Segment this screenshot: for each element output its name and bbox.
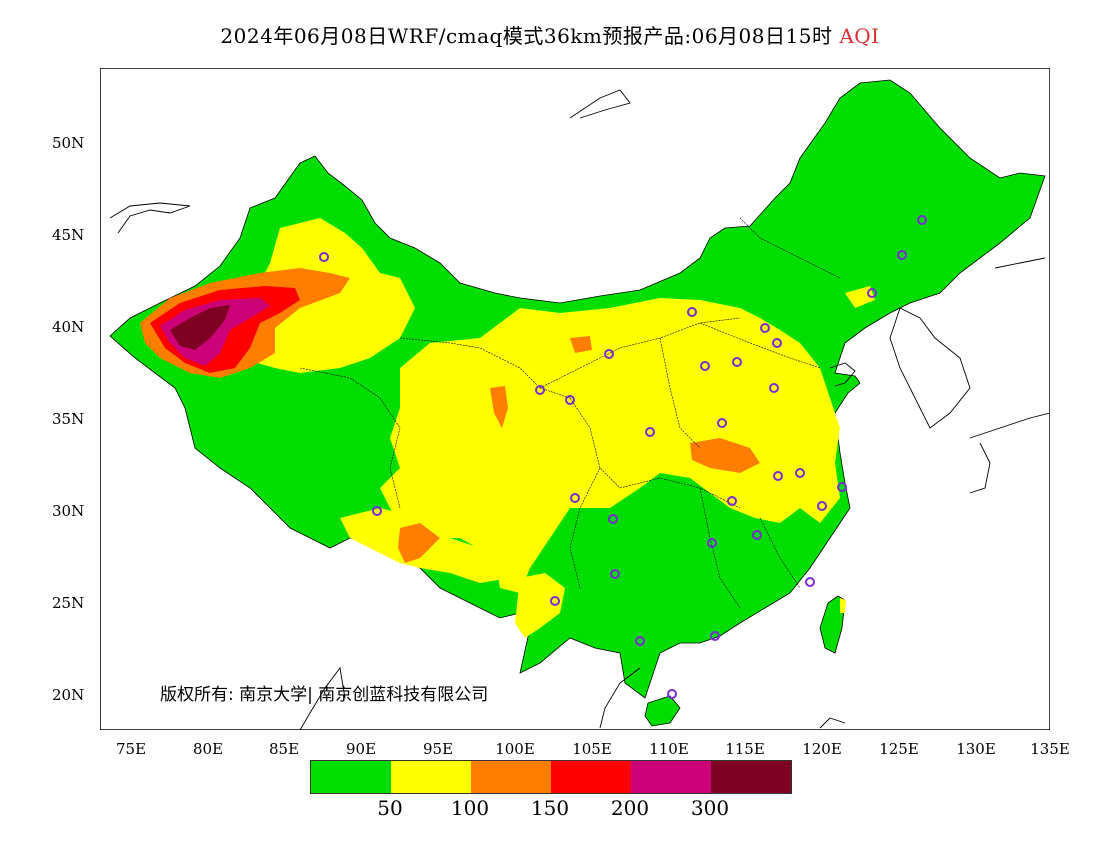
- station-marker: [837, 482, 847, 492]
- lon-label-110e: 110E: [649, 740, 689, 758]
- station-marker: [897, 250, 907, 260]
- usg-zone-shaanxi: [490, 386, 508, 428]
- station-marker: [535, 385, 545, 395]
- station-marker: [772, 338, 782, 348]
- station-marker: [727, 496, 737, 506]
- station-marker: [667, 689, 677, 699]
- lat-label-25n: 25N: [52, 594, 85, 612]
- station-marker: [795, 468, 805, 478]
- colorbar-segment-unhealthy: [551, 761, 631, 793]
- title-main: 2024年06月08日WRF/cmaq模式36km预报产品:06月08日15时: [220, 24, 833, 48]
- lon-label-130e: 130E: [956, 740, 996, 758]
- station-marker: [608, 514, 618, 524]
- station-marker: [817, 501, 827, 511]
- colorbar-label-200: 200: [610, 796, 650, 820]
- station-marker: [769, 383, 779, 393]
- colorbar-segment-hazardous: [711, 761, 791, 793]
- station-marker: [604, 349, 614, 359]
- copyright-notice: 版权所有: 南京大学| 南京创蓝科技有限公司: [160, 685, 489, 705]
- lon-label-90e: 90E: [345, 740, 377, 758]
- lat-label-50n: 50N: [52, 134, 85, 152]
- lon-label-135e: 135E: [1030, 740, 1070, 758]
- station-marker: [917, 215, 927, 225]
- station-marker: [805, 577, 815, 587]
- lon-label-85e: 85E: [268, 740, 300, 758]
- station-marker: [610, 569, 620, 579]
- lat-label-30n: 30N: [52, 502, 85, 520]
- colorbar-segment-moderate: [391, 761, 471, 793]
- lon-label-105e: 105E: [572, 740, 612, 758]
- title-variable: AQI: [839, 24, 880, 48]
- lat-label-35n: 35N: [52, 410, 85, 428]
- lon-label-75e: 75E: [115, 740, 147, 758]
- station-marker: [635, 636, 645, 646]
- moderate-zone-central: [380, 298, 840, 593]
- station-marker: [372, 506, 382, 516]
- station-marker: [570, 493, 580, 503]
- lon-label-80e: 80E: [192, 740, 224, 758]
- station-marker: [717, 418, 727, 428]
- neighbor-coastlines: [109, 89, 1050, 730]
- lon-label-95e: 95E: [422, 740, 454, 758]
- province-borders: [299, 217, 841, 609]
- lon-label-125e: 125E: [879, 740, 919, 758]
- station-marker: [687, 307, 697, 317]
- lon-label-100e: 100E: [495, 740, 535, 758]
- usg-zone-hubei: [570, 336, 592, 353]
- station-marker: [700, 361, 710, 371]
- colorbar-label-50: 50: [377, 796, 403, 820]
- station-marker: [645, 427, 655, 437]
- hainan-island: [644, 695, 681, 727]
- lat-label-20n: 20N: [52, 686, 85, 704]
- station-marker: [732, 357, 742, 367]
- station-markers: [319, 215, 927, 699]
- moderate-zone-yunnan: [515, 573, 565, 638]
- colorbar-segment-very-unhealthy: [631, 761, 711, 793]
- station-marker: [760, 323, 770, 333]
- lon-label-120e: 120E: [802, 740, 842, 758]
- map-title: 2024年06月08日WRF/cmaq模式36km预报产品:06月08日15时 …: [0, 20, 1100, 49]
- colorbar-segment-good: [311, 761, 391, 793]
- station-marker: [752, 530, 762, 540]
- station-marker: [550, 596, 560, 606]
- station-marker: [710, 631, 720, 641]
- hazardous-zone: [170, 305, 230, 350]
- lon-label-115e: 115E: [725, 740, 765, 758]
- station-marker: [565, 395, 575, 405]
- aqi-map: [100, 68, 1050, 730]
- station-marker: [319, 252, 329, 262]
- aqi-colorbar: [310, 760, 792, 794]
- colorbar-label-300: 300: [690, 796, 730, 820]
- station-marker: [773, 471, 783, 481]
- colorbar-label-100: 100: [450, 796, 490, 820]
- colorbar-label-150: 150: [530, 796, 570, 820]
- usg-zone-huai-river: [690, 438, 760, 473]
- lat-label-40n: 40N: [52, 318, 85, 336]
- taiwan-island: [819, 595, 846, 654]
- lat-label-45n: 45N: [52, 226, 85, 244]
- station-marker: [707, 538, 717, 548]
- station-marker: [867, 288, 877, 298]
- usg-zone-tibet-south: [398, 523, 440, 563]
- colorbar-segment-usg: [471, 761, 551, 793]
